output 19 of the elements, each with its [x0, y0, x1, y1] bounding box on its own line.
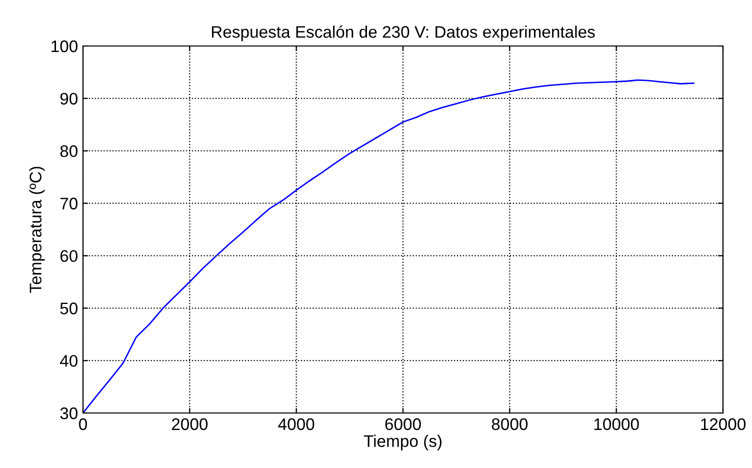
y-tick-label: 100	[52, 40, 78, 52]
y-tick-label: 60	[60, 250, 78, 262]
y-tick-label: 90	[60, 92, 78, 105]
x-tick-label: 6000	[385, 418, 421, 430]
chart-title: Respuesta Escalón de 230 V: Datos experimentales	[212, 25, 595, 42]
y-tick-label: 50	[60, 302, 78, 314]
y-tick-label: 80	[60, 145, 78, 158]
y-tick-label: 70	[60, 198, 78, 210]
x-tick-label: 2000	[172, 418, 208, 430]
x-tick-label: 8000	[492, 418, 528, 430]
y-tick-label: 40	[60, 354, 78, 367]
x-axis-title: Tiempo (s)	[364, 434, 442, 450]
x-tick-label: 4000	[278, 418, 314, 430]
x-tick-label: 12000	[701, 418, 746, 430]
line-series	[83, 79, 694, 413]
y-axis-title: Temperatura (ºC)	[29, 166, 45, 293]
x-tick-label: 0	[79, 418, 87, 430]
y-tick-label: 30	[60, 407, 78, 420]
x-tick-label: 10000	[594, 418, 639, 430]
